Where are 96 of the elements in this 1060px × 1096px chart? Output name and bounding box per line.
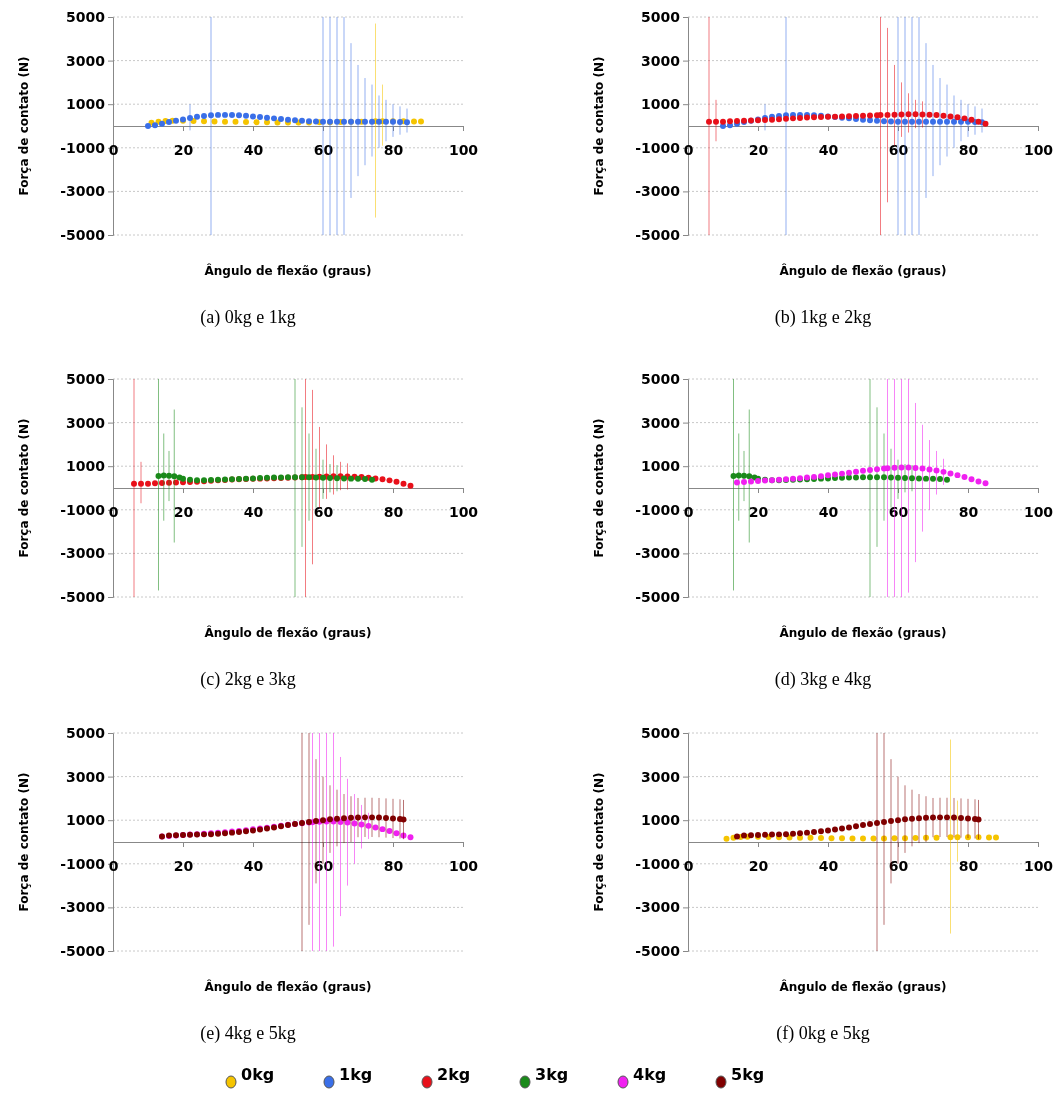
x-tick-label: 80 <box>958 141 979 158</box>
y-tick-label: 1000 <box>66 96 106 113</box>
text: (a) 0kg e 1kg <box>200 307 296 328</box>
y-tick-label: -1000 <box>635 139 681 156</box>
y-tick-label: -5000 <box>635 942 681 959</box>
x-tick-label: 80 <box>958 503 979 520</box>
text: (b) 1kg e 2kg <box>774 307 872 328</box>
y-tick-label: 5000 <box>66 8 106 25</box>
y-tick-label: 3000 <box>66 52 106 69</box>
y-tick-label: -1000 <box>60 501 106 518</box>
x-tick-label: 100 <box>1023 857 1054 874</box>
y-tick-label: -5000 <box>60 942 106 959</box>
y-tick-label: -3000 <box>60 899 106 916</box>
y-tick-label: 3000 <box>641 52 681 69</box>
y-tick-label: 3000 <box>66 414 106 431</box>
x-tick-label: 60 <box>888 141 909 158</box>
x-tick-label: 40 <box>818 857 839 874</box>
x-axis-title: Ângulo de flexão (graus) <box>779 625 947 640</box>
x-axis-title: Ângulo de flexão (graus) <box>204 979 372 994</box>
x-tick-label: 40 <box>818 141 839 158</box>
x-tick-label: 20 <box>173 857 194 874</box>
y-tick-label: 1000 <box>66 458 106 475</box>
y-tick-label: -5000 <box>635 588 681 605</box>
x-tick-label: 60 <box>888 503 909 520</box>
x-tick-label: 20 <box>173 141 194 158</box>
x-tick-label: 40 <box>243 857 264 874</box>
y-axis-title: Força de contato (N) <box>17 772 31 912</box>
x-tick-label: 60 <box>313 857 334 874</box>
y-tick-label: -5000 <box>60 588 106 605</box>
y-tick-label: -1000 <box>60 139 106 156</box>
text: (e) 4kg e 5kg <box>200 1023 296 1044</box>
legend-label: 5kg <box>731 1065 765 1084</box>
y-tick-label: 1000 <box>641 458 681 475</box>
x-tick-label: 20 <box>748 141 769 158</box>
x-tick-label: 20 <box>748 857 769 874</box>
x-tick-label: 0 <box>108 857 119 874</box>
x-tick-label: 80 <box>383 857 404 874</box>
y-tick-label: -3000 <box>635 545 681 562</box>
y-tick-label: 1000 <box>641 812 681 829</box>
y-tick-label: 3000 <box>66 768 106 785</box>
x-axis-title: Ângulo de flexão (graus) <box>779 263 947 278</box>
y-axis-title: Força de contato (N) <box>592 772 606 912</box>
x-axis-title: Ângulo de flexão (graus) <box>204 625 372 640</box>
x-tick-label: 60 <box>313 503 334 520</box>
x-tick-label: 80 <box>383 503 404 520</box>
y-tick-label: -5000 <box>60 226 106 243</box>
x-tick-label: 0 <box>108 141 119 158</box>
y-axis-title: Força de contato (N) <box>592 56 606 196</box>
x-axis-title: Ângulo de flexão (graus) <box>779 979 947 994</box>
y-tick-label: 1000 <box>66 812 106 829</box>
x-tick-label: 40 <box>818 503 839 520</box>
x-tick-label: 100 <box>448 503 479 520</box>
legend-label: 3kg <box>535 1065 569 1084</box>
y-axis-title: Força de contato (N) <box>17 56 31 196</box>
x-tick-label: 0 <box>108 503 119 520</box>
text: (d) 3kg e 4kg <box>774 669 872 690</box>
y-tick-label: -1000 <box>635 855 681 872</box>
y-tick-label: 5000 <box>66 370 106 387</box>
x-tick-label: 80 <box>383 141 404 158</box>
x-tick-label: 0 <box>683 141 694 158</box>
x-axis-title: Ângulo de flexão (graus) <box>204 263 372 278</box>
x-tick-label: 20 <box>748 503 769 520</box>
y-tick-label: -3000 <box>635 899 681 916</box>
y-tick-label: -3000 <box>60 545 106 562</box>
text: (f) 0kg e 5kg <box>776 1023 870 1044</box>
legend-label: 4kg <box>633 1065 667 1084</box>
x-tick-label: 60 <box>313 141 334 158</box>
legend-label: 0kg <box>241 1065 275 1084</box>
y-tick-label: 5000 <box>641 8 681 25</box>
x-tick-label: 0 <box>683 857 694 874</box>
y-tick-label: -3000 <box>635 183 681 200</box>
y-tick-label: 5000 <box>641 724 681 741</box>
x-tick-label: 40 <box>243 503 264 520</box>
y-tick-label: -5000 <box>635 226 681 243</box>
text: (c) 2kg e 3kg <box>200 669 296 690</box>
x-tick-label: 100 <box>448 141 479 158</box>
y-tick-label: -1000 <box>635 501 681 518</box>
y-tick-label: 1000 <box>641 96 681 113</box>
legend-label: 1kg <box>339 1065 373 1084</box>
y-axis-title: Força de contato (N) <box>17 418 31 558</box>
legend-label: 2kg <box>437 1065 471 1084</box>
x-tick-label: 80 <box>958 857 979 874</box>
x-tick-label: 100 <box>1023 141 1054 158</box>
y-tick-label: 5000 <box>641 370 681 387</box>
y-tick-label: -1000 <box>60 855 106 872</box>
y-tick-label: 3000 <box>641 768 681 785</box>
x-tick-label: 100 <box>1023 503 1054 520</box>
x-tick-label: 100 <box>448 857 479 874</box>
x-tick-label: 60 <box>888 857 909 874</box>
y-tick-label: 5000 <box>66 724 106 741</box>
y-tick-label: 3000 <box>641 414 681 431</box>
y-tick-label: -3000 <box>60 183 106 200</box>
x-tick-label: 0 <box>683 503 694 520</box>
x-tick-label: 40 <box>243 141 264 158</box>
x-tick-label: 20 <box>173 503 194 520</box>
y-axis-title: Força de contato (N) <box>592 418 606 558</box>
